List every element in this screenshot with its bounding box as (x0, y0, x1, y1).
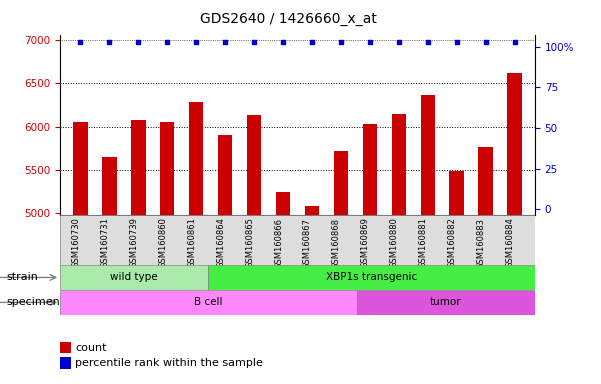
Bar (507, 73, 522, 215)
Text: tumor: tumor (430, 297, 462, 308)
Point (423, 38, 433, 45)
Text: GSM160883: GSM160883 (477, 217, 486, 268)
Point (249, 38, 259, 45)
Bar (102, 157, 117, 215)
Text: GSM160864: GSM160864 (216, 217, 225, 268)
Point (336, 38, 346, 45)
Point (191, 38, 201, 45)
Bar (392, 114, 406, 215)
Point (278, 38, 288, 45)
Text: GSM160880: GSM160880 (390, 217, 399, 268)
Point (481, 38, 490, 45)
Text: GSM160868: GSM160868 (332, 217, 341, 268)
Bar (247, 115, 261, 215)
Point (510, 38, 519, 45)
Bar (478, 147, 493, 215)
Text: wild type: wild type (111, 272, 158, 283)
Text: GSM160730: GSM160730 (72, 217, 81, 268)
Point (162, 38, 172, 45)
Text: GSM160739: GSM160739 (129, 217, 138, 268)
Text: specimen: specimen (6, 297, 59, 308)
Text: GSM160731: GSM160731 (100, 217, 109, 268)
Text: GSM160861: GSM160861 (187, 217, 196, 268)
Text: B cell: B cell (194, 297, 223, 308)
Text: GSM160869: GSM160869 (361, 217, 370, 268)
Text: percentile rank within the sample: percentile rank within the sample (75, 358, 263, 368)
Bar (189, 102, 203, 215)
Point (133, 38, 143, 45)
Bar (60, 265, 209, 290)
Bar (450, 171, 464, 215)
Text: strain: strain (6, 272, 38, 283)
Bar (73, 122, 88, 215)
Bar (421, 95, 435, 215)
Bar (218, 135, 233, 215)
Point (221, 38, 230, 45)
Point (307, 38, 317, 45)
Bar (60, 215, 535, 265)
Text: GSM160881: GSM160881 (419, 217, 428, 268)
Point (452, 38, 462, 45)
Bar (357, 290, 535, 315)
Bar (276, 192, 290, 215)
Bar (131, 119, 145, 215)
Bar (209, 265, 535, 290)
Bar (334, 151, 348, 215)
Text: GSM160866: GSM160866 (274, 217, 283, 268)
Text: GSM160860: GSM160860 (158, 217, 167, 268)
Text: GSM160882: GSM160882 (448, 217, 457, 268)
Bar (60, 290, 357, 315)
Point (394, 38, 404, 45)
Point (365, 38, 374, 45)
Point (105, 38, 114, 45)
Bar (362, 124, 377, 215)
Text: count: count (75, 343, 106, 353)
Text: GSM160884: GSM160884 (505, 217, 514, 268)
Bar (160, 122, 174, 215)
Point (76, 38, 85, 45)
Text: GDS2640 / 1426660_x_at: GDS2640 / 1426660_x_at (200, 12, 377, 25)
Bar (305, 206, 319, 215)
Text: GSM160865: GSM160865 (245, 217, 254, 268)
Text: GSM160867: GSM160867 (303, 217, 312, 268)
Text: XBP1s transgenic: XBP1s transgenic (326, 272, 417, 283)
